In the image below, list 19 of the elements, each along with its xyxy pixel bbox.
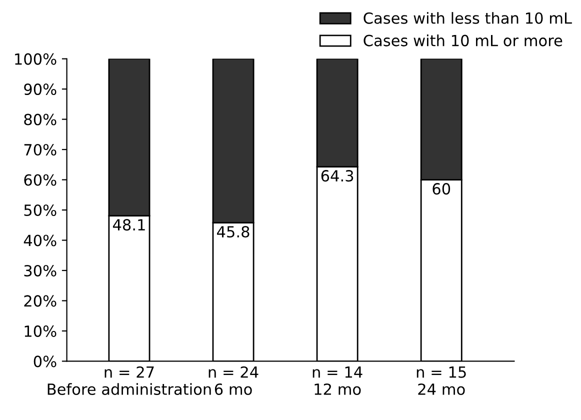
legend-label: Cases with 10 mL or more xyxy=(364,34,562,46)
y-tick-label: 60% xyxy=(24,174,56,186)
y-tick-label: 100% xyxy=(15,53,56,65)
x-tick-label: n = 14 12 mo xyxy=(312,366,362,395)
y-tick-label: 30% xyxy=(24,264,56,276)
y-tick-label: 90% xyxy=(24,84,56,96)
y-tick-label: 10% xyxy=(24,325,56,337)
y-tick-label: 40% xyxy=(24,234,56,246)
data-label: 48.1 xyxy=(112,219,145,231)
x-tick-label: n = 15 24 mo xyxy=(416,366,466,395)
y-tick-label: 50% xyxy=(24,204,56,216)
y-tick-label: 80% xyxy=(24,114,56,126)
y-tick-label: 70% xyxy=(24,144,56,156)
data-label: 60 xyxy=(432,183,450,195)
data-label: 64.3 xyxy=(321,170,354,182)
y-tick-label: 0% xyxy=(34,356,56,368)
legend-label: Cases with less than 10 mL xyxy=(364,12,572,24)
data-label: 45.8 xyxy=(217,226,250,238)
y-tick-label: 20% xyxy=(24,295,56,307)
